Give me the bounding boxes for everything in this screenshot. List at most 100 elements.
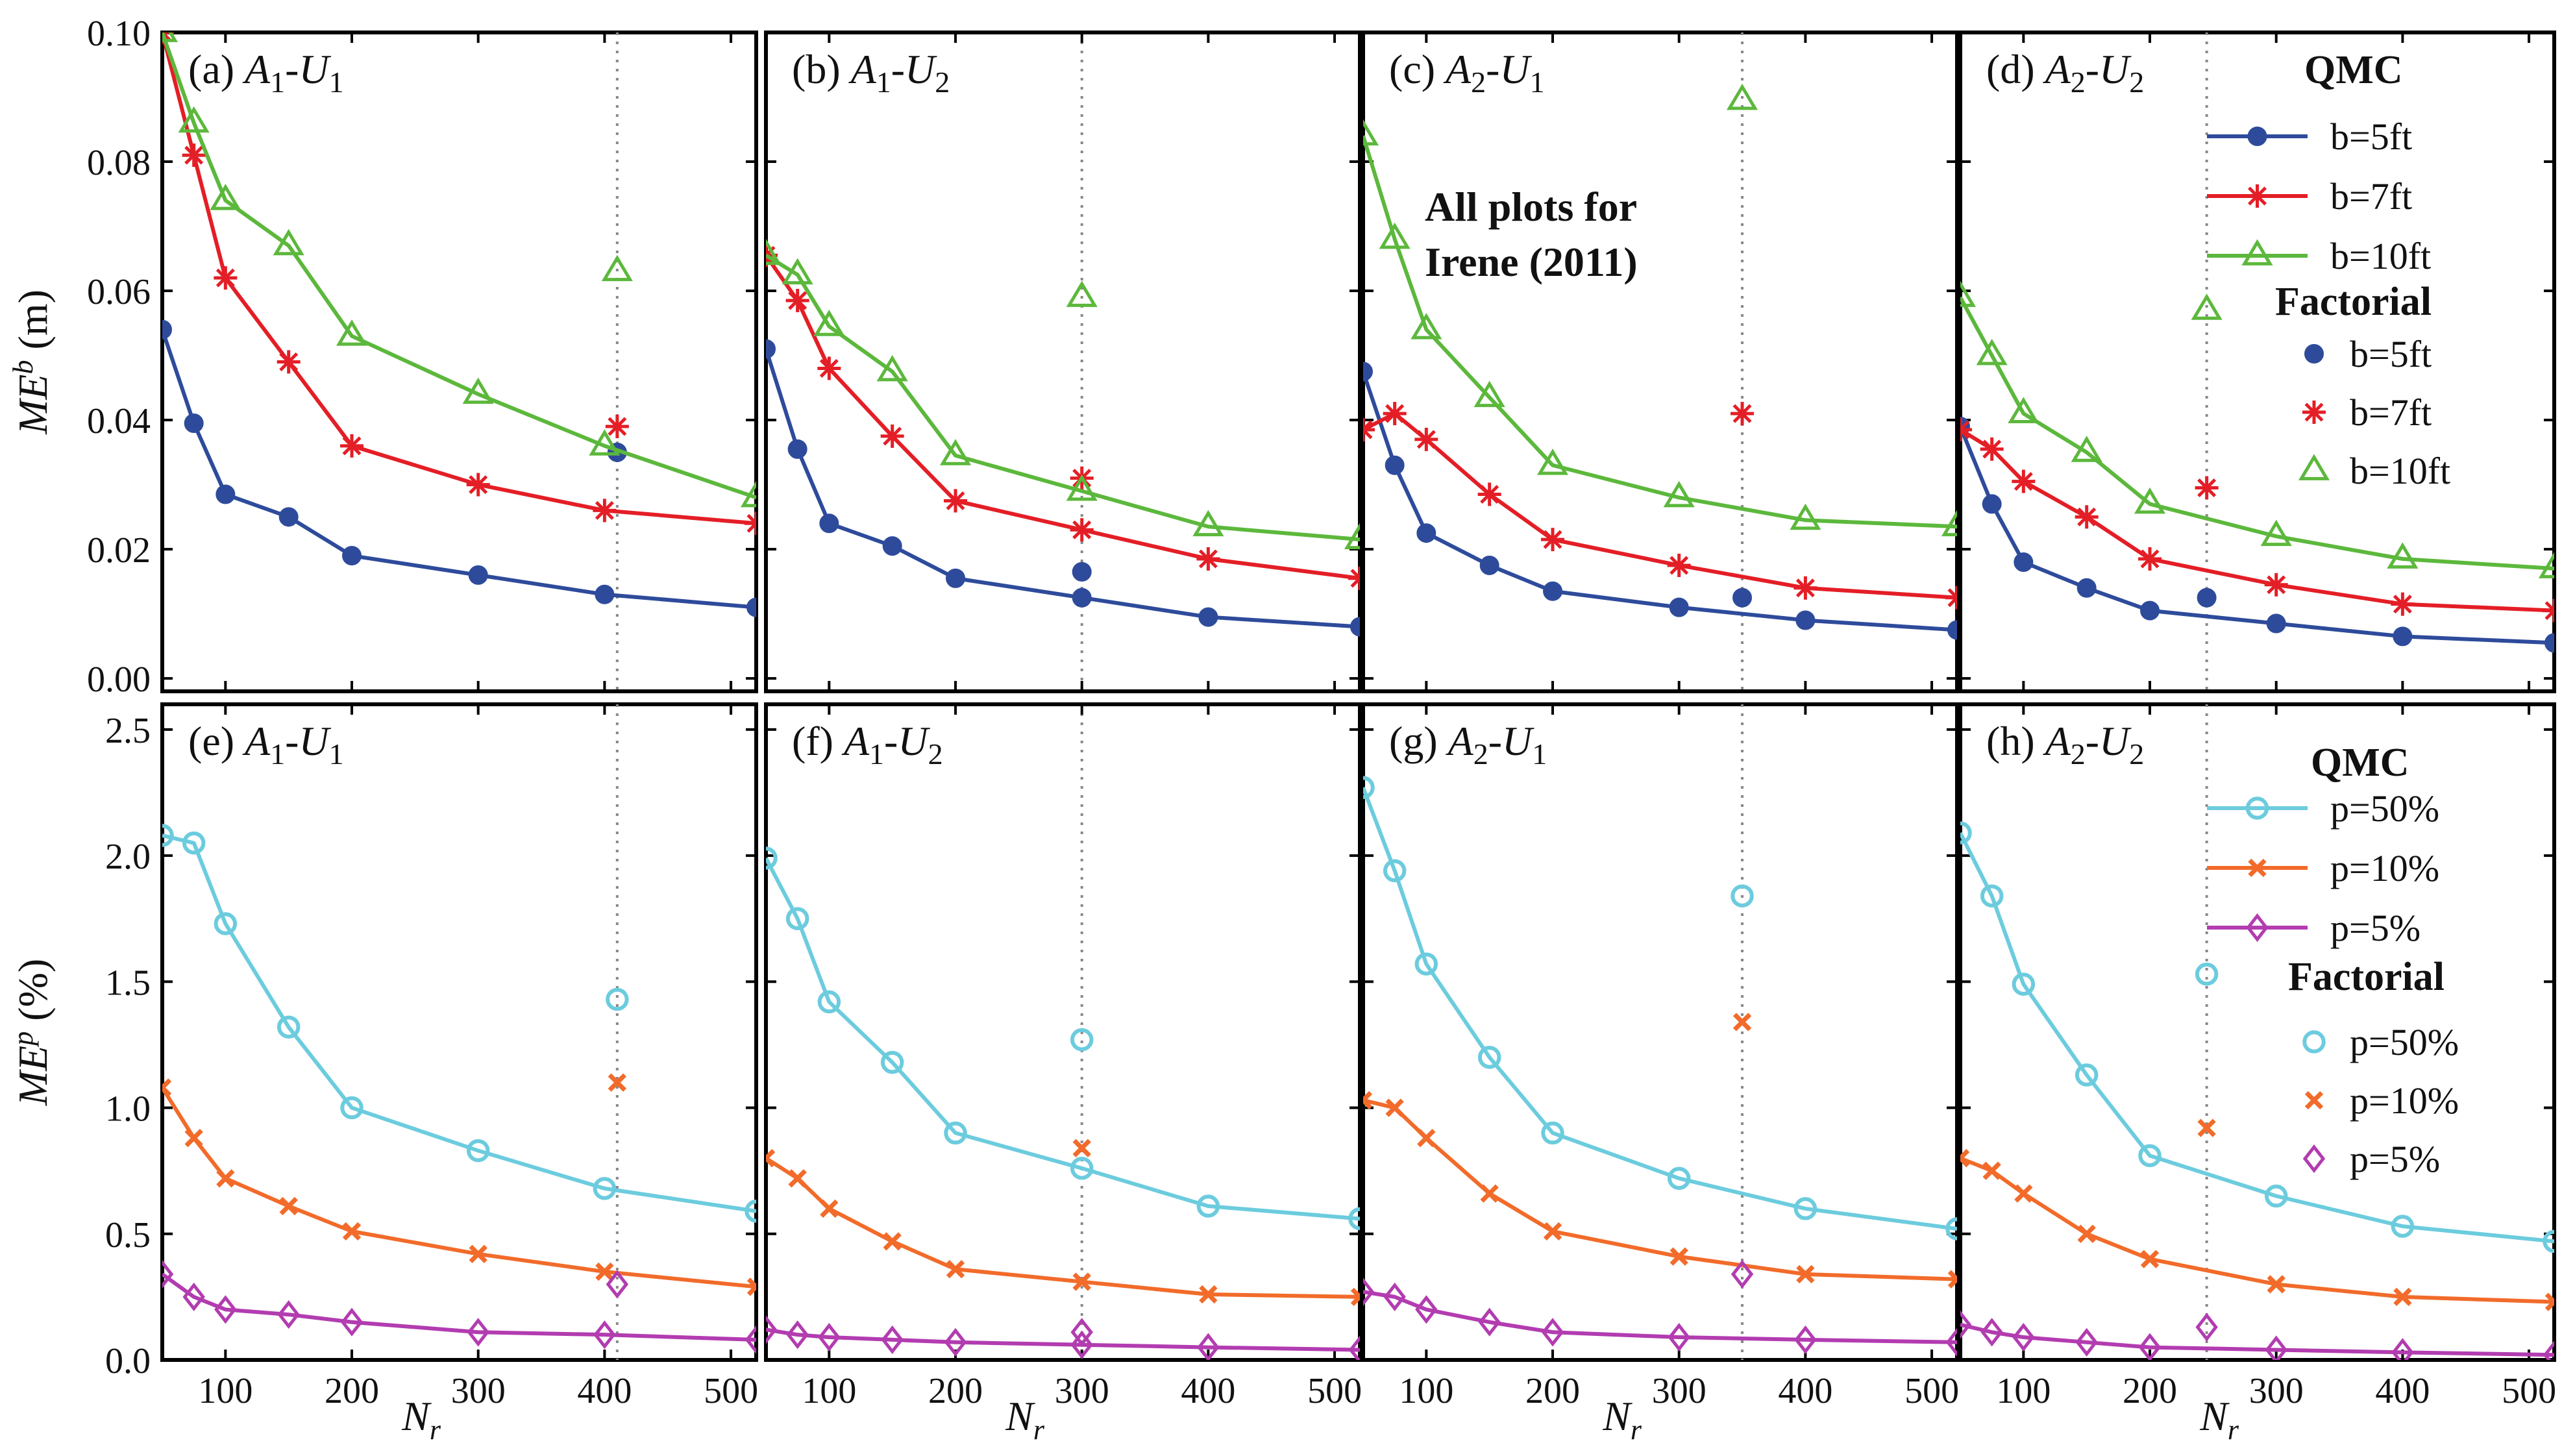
series-line-p5 [1363,1290,1957,1344]
panel-c: (c) A2-U1 [1361,31,1959,693]
point-p50 [593,1177,617,1200]
legend-label-p10: p=10% [2330,847,2439,889]
x-axis-label-subscript: r [1631,1414,1642,1446]
legend-marker-p10 [2248,858,2267,878]
point-p5-shape [881,1325,904,1354]
panel-label-a: (a) A1-U1 [188,46,344,99]
series-group-b [766,238,1360,637]
point-b5-shape [1947,620,1957,640]
series-line-b5 [1960,425,2554,645]
panel-label-symbol: A [2043,718,2071,764]
factorial-point-b5 [2197,587,2217,608]
point-b5 [946,568,966,588]
point-p50 [944,1121,967,1145]
point-p50-shape [1793,1197,1817,1220]
point-p10-stroke [216,1169,235,1188]
point-p5-shape [277,1300,300,1329]
panel-label-subscript: 1 [876,66,891,99]
point-b7 [1960,417,1972,441]
point-b7 [2543,598,2554,623]
panel-label-g: (g) A2-U1 [1389,718,1547,771]
point-b5-shape [216,484,236,504]
point-p5-shape [1363,1277,1375,1307]
legend-factorial-marker-p10-stroke [2304,1091,2324,1110]
point-b5 [2393,626,2413,647]
point-p10-stroke [1796,1265,1815,1284]
point-p5-shape [944,1327,967,1357]
point-p10-stroke [766,1149,776,1162]
point-b5 [1479,555,1499,575]
point-p5-shape [1668,1322,1690,1352]
point-b5 [2544,633,2554,653]
point-p50-shape [1383,859,1407,883]
panel-label-symbol: U [898,718,930,764]
factorial-point-b7-ray [1732,404,1752,423]
point-b5 [1982,494,2002,514]
point-b7 [2264,573,2288,597]
point-p5-shape [593,1320,616,1350]
x-tick-label: 400 [1181,1371,1235,1411]
point-p50 [1667,1166,1691,1191]
point-p50-shape [2264,1184,2288,1208]
point-b5 [595,584,615,604]
point-p50 [2264,1184,2288,1208]
point-b5-shape [1385,455,1405,475]
point-p10 [2544,1292,2554,1311]
point-b5 [1363,362,1373,382]
point-p10-stroke [2544,1298,2554,1311]
point-b10 [1066,474,1098,501]
panel-label-dash: - [285,718,299,764]
point-b5 [746,597,756,617]
panel-label-dash: - [891,46,905,92]
series-line-b7 [162,32,756,526]
series-line-b10 [1363,135,1957,529]
legend-factorial-marker-b7 [2302,401,2326,424]
point-p5 [944,1327,967,1357]
point-p10 [788,1169,807,1188]
point-b10-shape [1960,280,1977,307]
factorial-point-p50 [1070,1028,1094,1052]
point-p5-shape [182,1282,205,1311]
point-b5 [1350,617,1360,637]
point-b7-ray [819,358,839,378]
point-b7-ray [1960,427,1970,439]
series-line-b7 [1960,428,2554,613]
point-b7-ray [469,475,488,495]
point-p5-shape [2138,1333,2162,1360]
x-tick-label: 300 [1055,1371,1109,1411]
point-b5 [342,546,362,566]
series-line-p5 [1960,1322,2554,1357]
series-group-e [162,824,756,1354]
factorial-point-p50 [606,987,629,1011]
point-p5-shape [467,1318,489,1347]
point-p10 [279,1196,298,1216]
panel-label-symbol: U [905,46,937,92]
x-axis-label-subscript: r [2228,1414,2239,1446]
point-p10-stroke [1982,1161,2001,1180]
point-p50-shape [1414,952,1438,976]
point-b7-ray [342,436,362,456]
series-line-p50 [162,833,756,1213]
y-tick-label: 2.5 [105,711,151,751]
point-b5-shape [468,565,488,585]
point-p50-shape [880,1050,904,1074]
point-p10-stroke [1480,1184,1499,1203]
note-line-2: Irene (2011) [1425,239,1638,285]
point-p10 [1669,1247,1688,1266]
point-p5 [881,1325,904,1354]
point-b7-ray [788,291,807,310]
panel-label-c: (c) A2-U1 [1389,46,1545,99]
point-b5 [1385,455,1405,475]
point-b7 [2391,592,2415,616]
x-tick-label: 400 [577,1371,632,1411]
factorial-point-b7 [2195,476,2219,500]
point-p5 [1960,1310,1972,1339]
point-p50 [466,1139,490,1163]
point-b10 [813,310,845,336]
panel-h: 100 200 300 400 500 Nr (h) A2-U2 [1958,702,2556,1446]
point-p5 [162,1259,174,1289]
x-tick-label: 200 [928,1371,983,1411]
y-tick-label: 1.0 [105,1089,151,1129]
panel-label-subscript: 2 [2071,737,2086,771]
x-tick-label: 300 [1652,1371,1706,1411]
